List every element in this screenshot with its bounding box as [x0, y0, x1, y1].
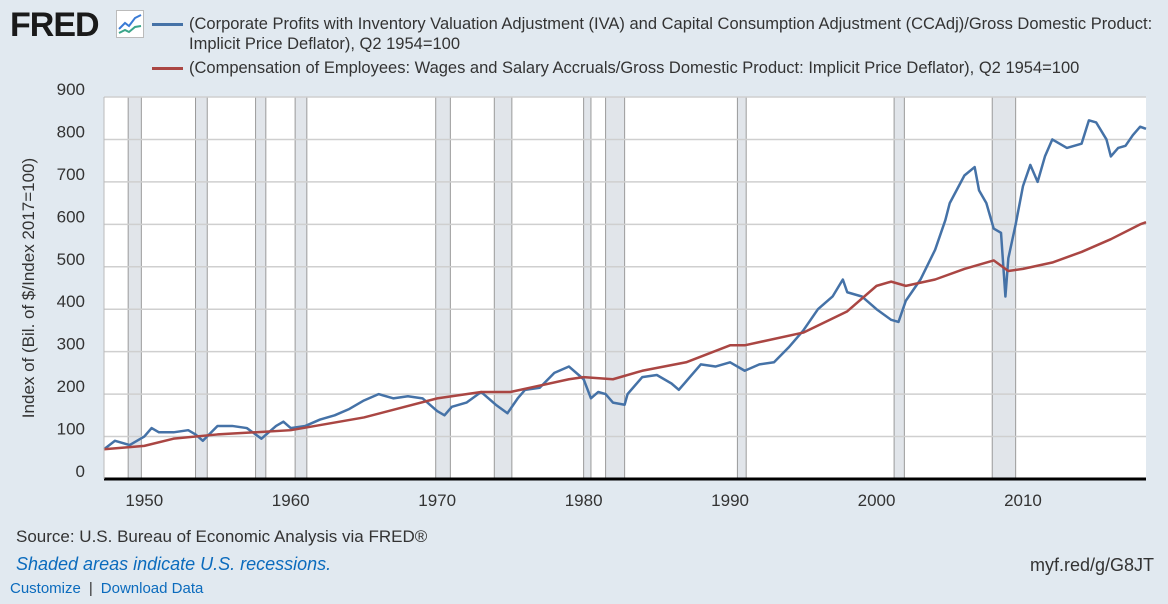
footer-links: Customize | Download Data: [10, 580, 203, 597]
y-tick-label: 500: [57, 250, 85, 269]
legend: (Corporate Profits with Inventory Valuat…: [152, 14, 1164, 78]
recession-band: [294, 96, 308, 480]
recession-band: [893, 96, 905, 480]
recession-band: [605, 96, 626, 480]
recession-band: [195, 96, 208, 480]
separator: |: [88, 580, 93, 597]
download-data-link[interactable]: Download Data: [100, 580, 204, 597]
y-tick-label: 700: [57, 165, 85, 184]
recession-band: [583, 96, 592, 480]
legend-item-compensation: (Compensation of Employees: Wages and Sa…: [152, 58, 1164, 78]
y-tick-label: 400: [57, 292, 85, 311]
y-tick-label: 0: [76, 462, 85, 481]
customize-link[interactable]: Customize: [10, 580, 81, 597]
x-tick-label: 1960: [272, 491, 310, 510]
legend-swatch: [152, 23, 183, 26]
source-text: Source: U.S. Bureau of Economic Analysis…: [16, 527, 428, 546]
y-tick-label: 900: [57, 80, 85, 99]
recession-band: [435, 96, 451, 480]
y-tick-label: 300: [57, 335, 85, 354]
recession-band: [736, 96, 747, 480]
chart: 0 100 200 300 400 500 600 700 800 900 1950 1960 1970…: [19, 80, 1147, 510]
series-line-0: [103, 119, 1147, 451]
fred-logo[interactable]: FRED: [10, 6, 100, 44]
graph-icon: [116, 10, 144, 38]
y-axis-label: Index of (Bil. of $/Index 2017=100): [19, 158, 38, 418]
x-tick-label: 2000: [858, 491, 896, 510]
x-tick-label: 1970: [418, 491, 456, 510]
legend-item-corporate-profits: (Corporate Profits with Inventory Valuat…: [152, 14, 1164, 54]
x-tick-label: 1980: [565, 491, 603, 510]
recession-band: [127, 96, 142, 480]
y-tick-label: 200: [57, 377, 85, 396]
recession-band: [255, 96, 267, 480]
recession-note: Shaded areas indicate U.S. recessions.: [16, 554, 332, 574]
y-tick-label: 100: [57, 420, 85, 439]
legend-label: (Corporate Profits with Inventory Valuat…: [189, 15, 1153, 53]
x-tick-label: 1990: [711, 491, 749, 510]
y-tick-label: 600: [57, 207, 85, 226]
series-line-1: [103, 221, 1147, 451]
short-url[interactable]: myf.red/g/G8JT: [1029, 555, 1154, 575]
recession-band: [493, 96, 513, 480]
y-tick-label: 800: [57, 122, 85, 141]
legend-label: (Compensation of Employees: Wages and Sa…: [189, 59, 1080, 77]
x-tick-label: 1950: [125, 491, 163, 510]
x-tick-label: 2010: [1004, 491, 1042, 510]
legend-swatch: [152, 67, 183, 70]
